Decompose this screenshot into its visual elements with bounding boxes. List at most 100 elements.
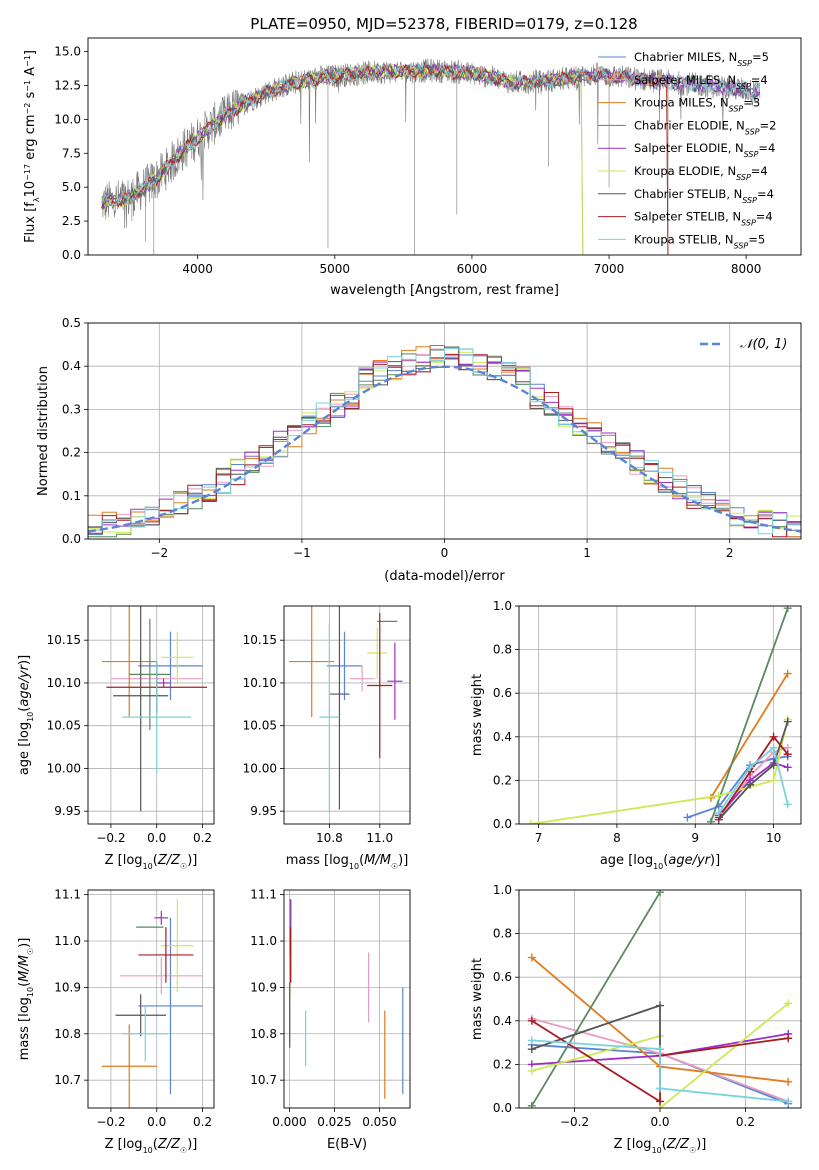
label-part: E(B-V) bbox=[327, 1137, 367, 1152]
series-kroupa-miles bbox=[706, 669, 792, 802]
x-tick-label: 0.025 bbox=[317, 1115, 351, 1129]
axes-spectrum: 4000 5000 6000 7000 8000 0.0 2.5 5.0 7.5 10.0 12.5… bbox=[23, 37, 802, 298]
series-marker bbox=[527, 1045, 536, 1054]
legend-label-sub: SSP bbox=[742, 195, 757, 204]
label-part: 10 bbox=[349, 862, 359, 871]
plot-area-mass-vs-Z bbox=[101, 899, 203, 1108]
axes-frame bbox=[87, 37, 802, 256]
point-kroupa-stelib bbox=[122, 1005, 169, 1062]
x-tick-label: 4000 bbox=[182, 262, 213, 276]
x-tick-label: 0 bbox=[441, 546, 449, 560]
series-marker bbox=[746, 780, 755, 789]
y-tick-label: 0.8 bbox=[493, 927, 512, 941]
x-tick-label: 0.2 bbox=[193, 831, 212, 845]
legend-label-tail: =5 bbox=[752, 50, 769, 64]
label-part: mass [log bbox=[17, 997, 32, 1060]
y-tick-label: 0.0 bbox=[62, 248, 81, 262]
y-tick-label: 10.7 bbox=[54, 1073, 81, 1087]
x-tick-label: 5000 bbox=[320, 262, 351, 276]
series-line bbox=[718, 721, 789, 821]
y-tick-label: 0.6 bbox=[493, 970, 512, 984]
label-part: Z [log bbox=[614, 1137, 652, 1152]
y-tick-label: 10.9 bbox=[250, 980, 277, 994]
label-part: ☉ bbox=[689, 1146, 696, 1155]
legend-label-main: Kroupa ELODIE, N bbox=[634, 164, 736, 178]
label-part: M/M bbox=[364, 853, 391, 868]
y-tick-label: 10.9 bbox=[54, 980, 81, 994]
series-marker bbox=[784, 1077, 793, 1086]
series-marker bbox=[783, 717, 792, 726]
y-tick-label: 0.2 bbox=[493, 1057, 512, 1071]
legend-label-sub: SSP bbox=[745, 127, 760, 136]
series-marker bbox=[769, 732, 778, 741]
series-marker bbox=[656, 1084, 664, 1093]
label-part: −1 bbox=[23, 55, 32, 67]
y-tick-label: 10.00 bbox=[47, 761, 81, 775]
x-tick-label: 9 bbox=[691, 831, 699, 845]
point-kroupa-miles bbox=[101, 1024, 157, 1108]
y-tick-label: 11.1 bbox=[54, 888, 81, 902]
label-part: 10 bbox=[23, 181, 38, 198]
series-marker bbox=[746, 763, 755, 772]
y-tick-label: 0.6 bbox=[493, 686, 512, 700]
series-marker bbox=[527, 1016, 536, 1025]
x-tick-label: 7000 bbox=[594, 262, 625, 276]
y-tick-label: 0.0 bbox=[62, 532, 81, 546]
series-line bbox=[710, 607, 789, 823]
x-tick-label: −2 bbox=[150, 546, 168, 560]
label-part: −1 bbox=[23, 80, 32, 92]
plot-area-age-vs-mass bbox=[289, 606, 403, 812]
x-tick-label: 0.2 bbox=[736, 1115, 755, 1129]
y-tick-label: 11.0 bbox=[54, 934, 81, 948]
legend-label-main: Chabrier MILES, N bbox=[634, 50, 737, 64]
x-tick-label: 8 bbox=[613, 831, 621, 845]
x-axis-label: Z [log10(Z/Z☉)] bbox=[614, 1137, 707, 1155]
series-marker bbox=[769, 743, 778, 752]
point-salpeter-elodie bbox=[387, 642, 403, 720]
x-axis-label: E(B-V) bbox=[327, 1137, 367, 1152]
point-chabrier-miles bbox=[326, 631, 363, 701]
y-tick-label: 0.0 bbox=[493, 1101, 512, 1115]
y-tick-label: 10.8 bbox=[54, 1027, 81, 1041]
label-part: 10 bbox=[26, 712, 35, 722]
legend-label-sub: SSP bbox=[741, 218, 756, 227]
point-salpeter-miles bbox=[120, 957, 203, 995]
label-part: ☉ bbox=[391, 862, 398, 871]
label-part: )] bbox=[187, 853, 197, 868]
point-chabrier-miles bbox=[138, 631, 203, 701]
series-marker bbox=[527, 1066, 536, 1075]
point-kroupa-elodie bbox=[161, 631, 194, 683]
point-kroupa-stelib bbox=[122, 661, 192, 773]
label-part: )] bbox=[17, 655, 32, 665]
plot-area-mass-weight-vs-Z bbox=[527, 890, 793, 1108]
label-part: Z [log bbox=[105, 1137, 143, 1152]
label-part: )] bbox=[710, 853, 720, 868]
point-salpeter-miles bbox=[349, 665, 375, 692]
legend-label: Chabrier STELIB, NSSP=4 bbox=[634, 187, 774, 205]
x-axis-label: (data-model)/error bbox=[384, 569, 505, 584]
legend-label: 𝒩(0, 1) bbox=[740, 337, 787, 352]
y-tick-label: 0.0 bbox=[493, 817, 512, 831]
x-tick-label: 1 bbox=[583, 546, 591, 560]
point-salpeter-stelib bbox=[367, 612, 393, 759]
label-part: 10 bbox=[26, 987, 35, 997]
series-marker bbox=[526, 820, 535, 824]
y-tick-label: 5.0 bbox=[62, 180, 81, 194]
y-tick-label: 10.00 bbox=[243, 761, 277, 775]
y-tick-label: 1.0 bbox=[493, 599, 512, 613]
x-tick-label: 8000 bbox=[731, 262, 762, 276]
legend-label-tail: =5 bbox=[748, 232, 765, 246]
series-marker bbox=[783, 669, 792, 678]
y-tick-label: 10.10 bbox=[47, 676, 81, 690]
series-marker bbox=[783, 750, 792, 759]
axes-residual-histogram: −2 −1 0 1 2 0.0 0.1 0.2 0.3 0.4 0.5 (data-model)/er… bbox=[36, 316, 802, 584]
axes-frame bbox=[87, 322, 802, 540]
label-part: M/M bbox=[17, 955, 32, 982]
y-tick-label: 10.05 bbox=[243, 719, 277, 733]
legend-label: Kroupa STELIB, NSSP=5 bbox=[634, 232, 765, 250]
label-part: Z/Z bbox=[666, 1137, 690, 1152]
y-tick-label: 10.7 bbox=[250, 1073, 277, 1087]
legend-label-main: Salpeter STELIB, N bbox=[634, 210, 741, 224]
label-part: ☉ bbox=[180, 862, 187, 871]
axes-frame bbox=[87, 889, 215, 1109]
